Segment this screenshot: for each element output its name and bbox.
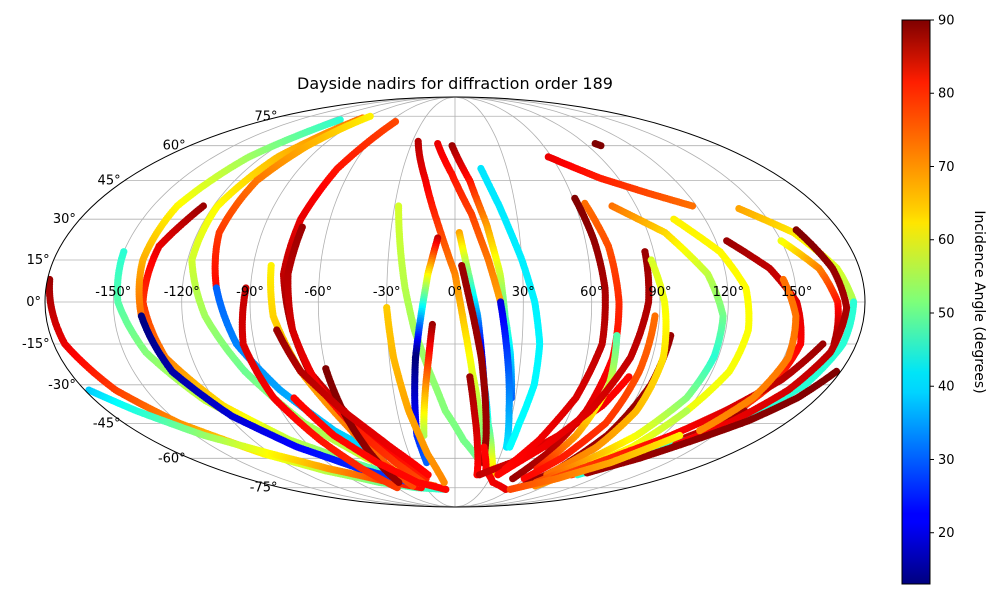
track-point (477, 164, 485, 173)
track-point (688, 202, 697, 210)
track (466, 373, 482, 479)
track-point (440, 478, 448, 486)
track-point (395, 478, 403, 486)
track-point (424, 471, 432, 479)
track-point (509, 475, 517, 483)
track (497, 298, 513, 451)
track-point (494, 471, 502, 479)
track (494, 248, 653, 479)
track-point (442, 485, 450, 493)
nadir-tracks (45, 112, 858, 493)
track-point (501, 465, 509, 473)
track (544, 153, 697, 210)
track (411, 234, 442, 362)
chart-title: Dayside nadirs for diffraction order 189 (297, 74, 613, 93)
